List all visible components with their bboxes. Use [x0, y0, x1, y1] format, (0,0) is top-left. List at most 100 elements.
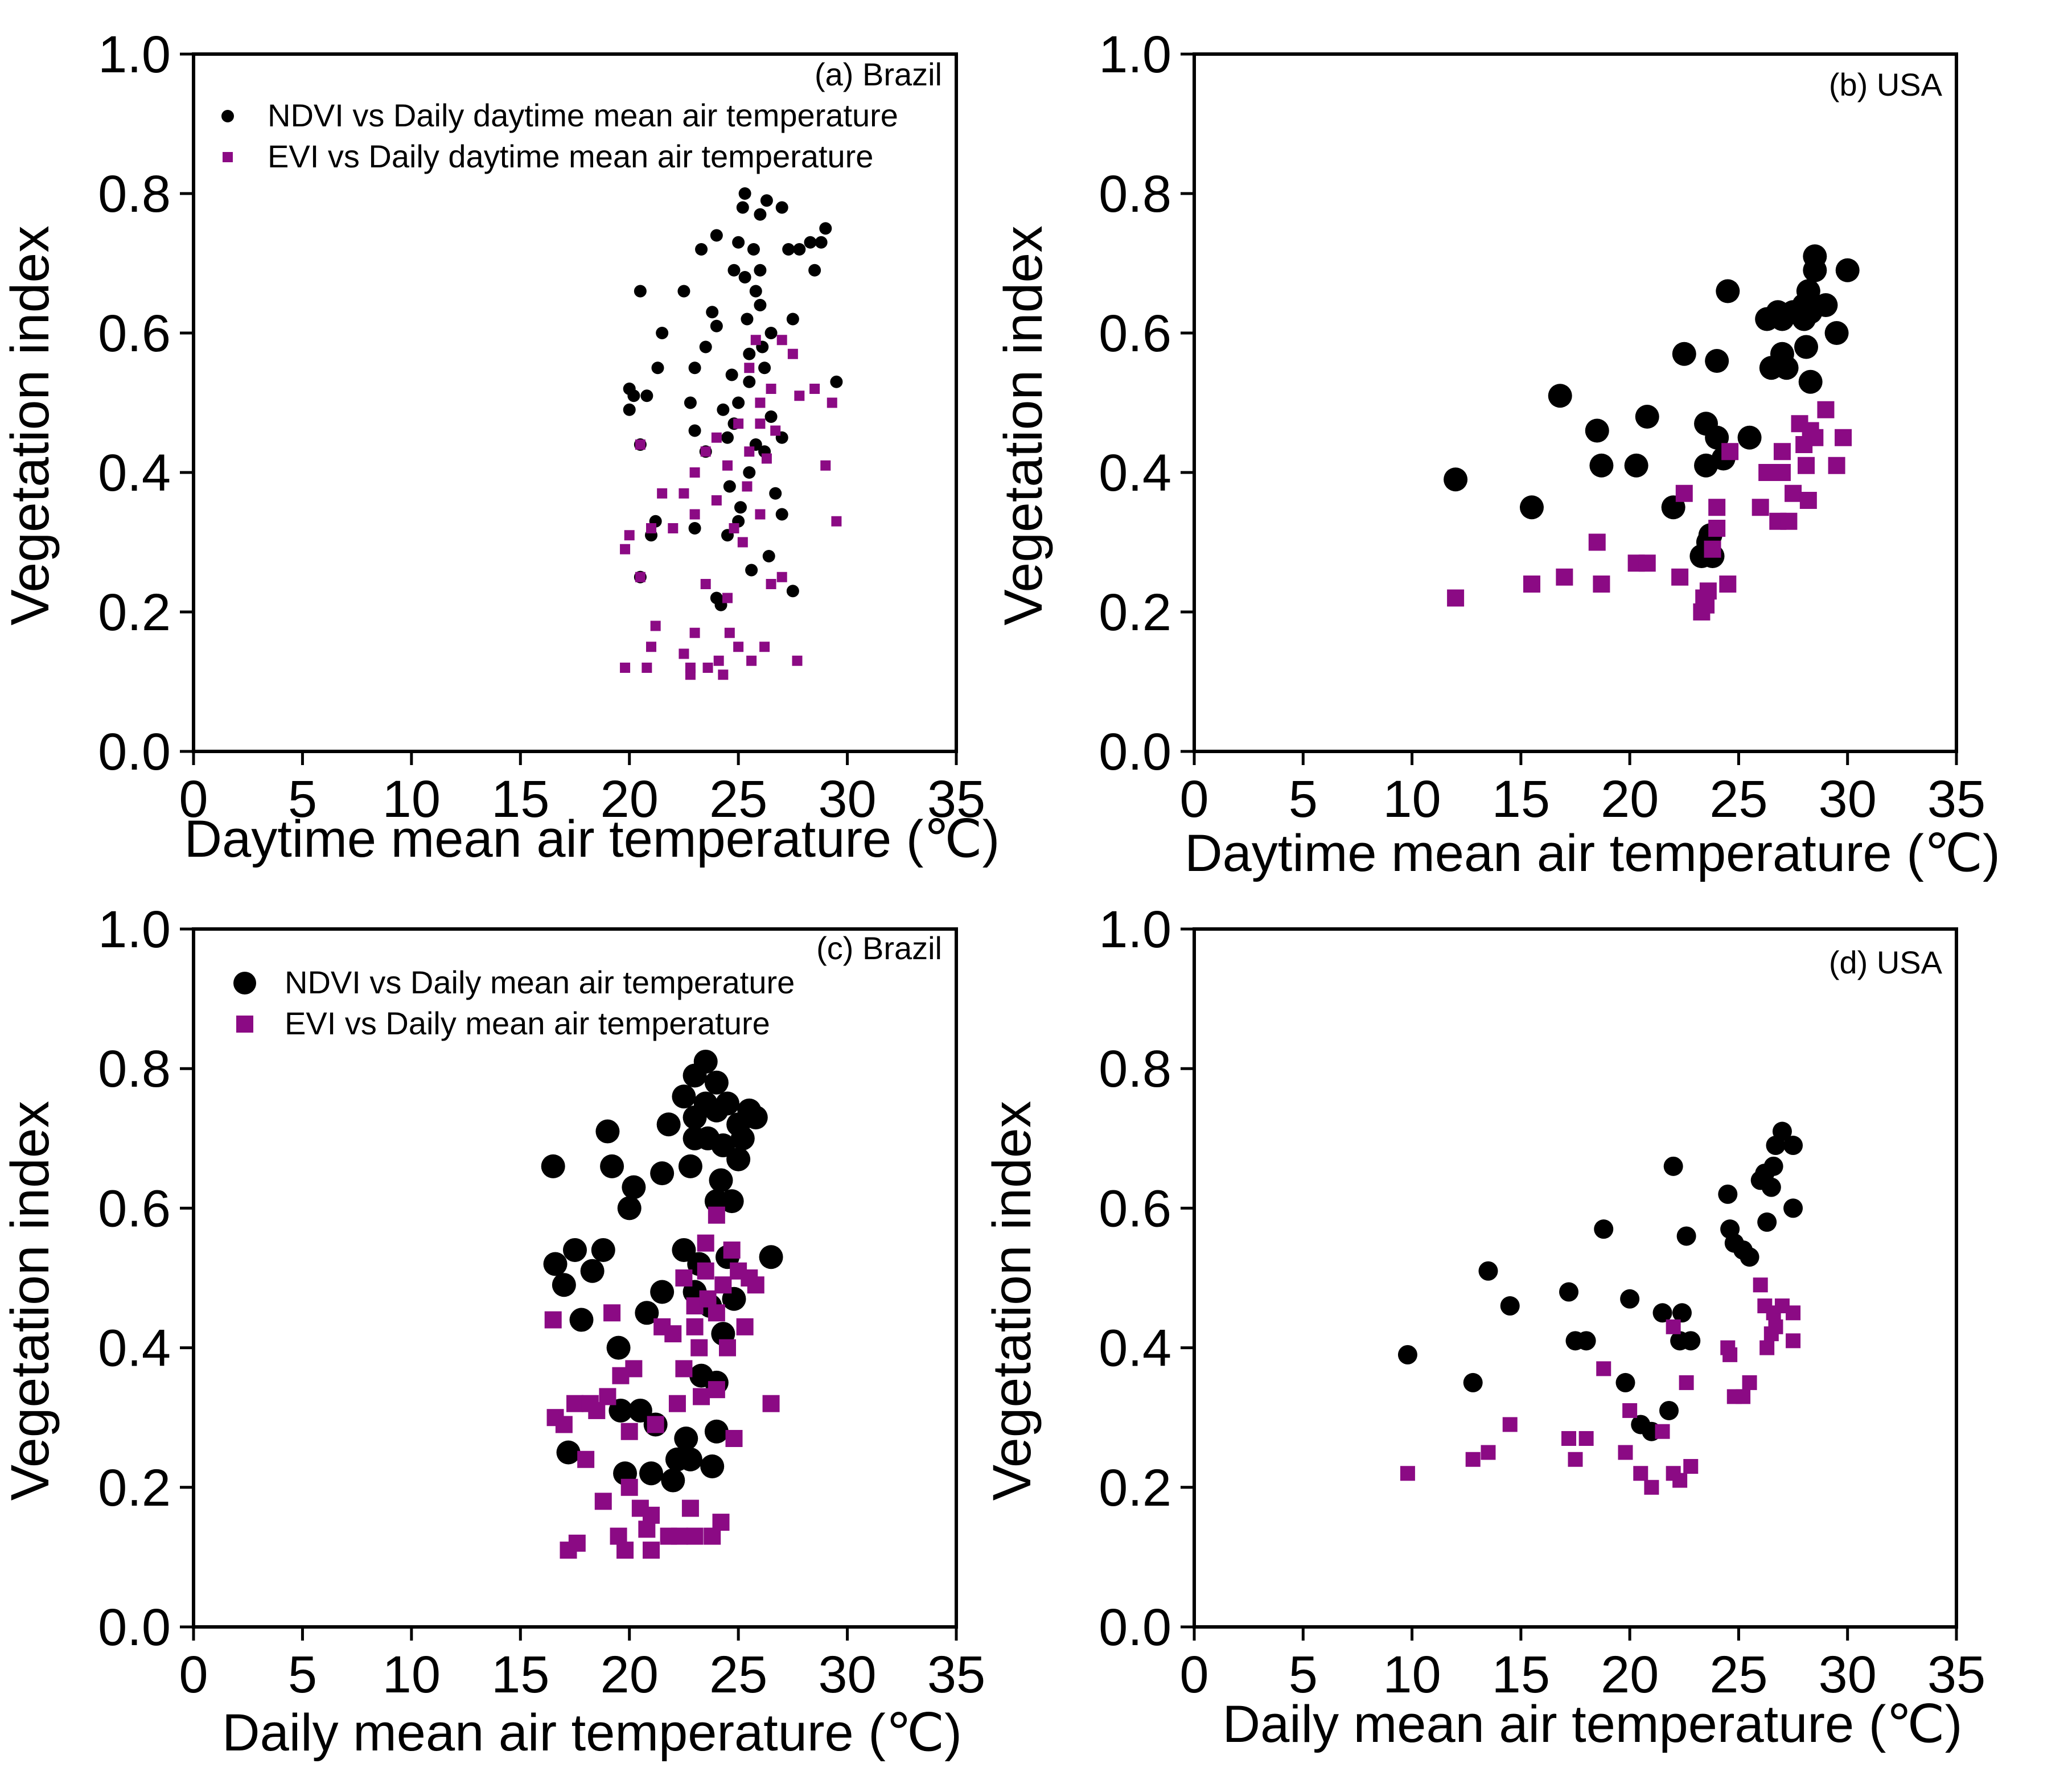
ndvi-point	[1772, 1121, 1792, 1141]
x-tick-label: 30	[818, 770, 876, 828]
y-axis-label: Vegetation index	[993, 225, 1054, 626]
evi-point	[708, 1304, 725, 1322]
ndvi-point	[710, 319, 723, 332]
evi-point	[711, 432, 722, 443]
ndvi-point	[1803, 244, 1827, 269]
series-evi	[1400, 1277, 1801, 1495]
evi-point	[1523, 576, 1540, 593]
ndvi-point	[1716, 279, 1740, 303]
ndvi-point	[730, 1126, 755, 1150]
ndvi-point	[683, 1126, 707, 1150]
ndvi-point	[552, 1273, 576, 1297]
ndvi-point	[1652, 1303, 1672, 1323]
ndvi-point	[1589, 453, 1614, 478]
ndvi-point	[627, 389, 640, 402]
ndvi-point	[758, 361, 771, 375]
evi-point	[766, 579, 776, 589]
evi-point	[737, 537, 748, 548]
evi-point	[1785, 484, 1802, 502]
evi-point	[1618, 1445, 1633, 1460]
ndvi-point	[743, 347, 756, 360]
ndvi-point	[617, 1196, 642, 1220]
evi-point	[1835, 429, 1852, 446]
evi-point	[794, 391, 805, 401]
evi-point	[643, 1506, 660, 1524]
ndvi-point	[711, 1133, 735, 1158]
evi-point	[1736, 1389, 1751, 1404]
evi-point	[681, 1499, 699, 1517]
evi-point	[719, 1339, 736, 1357]
ndvi-point	[556, 1440, 581, 1465]
series-evi	[544, 1206, 780, 1559]
legend-label: EVI vs Daily daytime mean air temperatur…	[268, 138, 873, 174]
evi-point	[1758, 464, 1776, 481]
evi-point	[642, 663, 652, 673]
x-tick-label: 15	[491, 770, 549, 828]
ndvi-point	[775, 508, 788, 521]
ndvi-point	[1659, 1400, 1679, 1420]
series-ndvi	[623, 187, 843, 611]
evi-point	[1704, 540, 1721, 558]
evi-point	[711, 495, 722, 505]
evi-point	[766, 384, 776, 394]
evi-point	[555, 1416, 573, 1433]
evi-point	[1622, 1403, 1638, 1418]
evi-point	[679, 648, 689, 659]
ndvi-point	[717, 403, 730, 416]
legend: NDVI vs Daily mean air temperature EVI vs…	[233, 964, 795, 1041]
evi-point	[599, 1388, 616, 1405]
ndvi-point	[1559, 1282, 1579, 1302]
evi-point	[697, 1262, 714, 1280]
ndvi-point	[606, 1335, 631, 1360]
legend-label: NDVI vs Daily mean air temperature	[285, 964, 795, 1000]
evi-point	[700, 579, 711, 589]
evi-point	[1400, 1466, 1415, 1481]
ndvi-point	[541, 1154, 565, 1178]
ndvi-point	[628, 1398, 652, 1423]
ndvi-point	[725, 368, 738, 381]
ndvi-point	[760, 194, 773, 207]
ndvi-point	[684, 396, 697, 409]
evi-point	[776, 335, 787, 346]
ndvi-point	[695, 243, 708, 256]
ndvi-point	[1718, 1184, 1738, 1204]
panel-label: (c) Brazil	[816, 930, 942, 966]
evi-point	[1596, 1361, 1611, 1376]
x-tick-label: 0	[179, 1646, 208, 1704]
y-tick-label: 0.4	[98, 444, 171, 502]
ndvi-point	[699, 340, 712, 354]
y-tick-label: 1.0	[1099, 26, 1171, 84]
ndvi-point	[709, 1168, 733, 1193]
x-tick-label: 0	[1179, 1646, 1208, 1704]
evi-point	[568, 1534, 586, 1552]
evi-point	[544, 1311, 562, 1329]
evi-point	[635, 572, 646, 582]
x-axis-label: Daytime mean air temperature (℃)	[1185, 824, 2000, 882]
ndvi-point	[749, 285, 762, 298]
x-tick-label: 25	[1709, 1646, 1767, 1704]
evi-point	[759, 642, 770, 652]
evi-point	[646, 523, 656, 533]
x-tick-label: 10	[383, 1646, 441, 1704]
ndvi-point	[754, 264, 767, 277]
evi-point	[725, 1429, 743, 1447]
evi-point	[620, 1478, 638, 1496]
evi-point	[1806, 429, 1824, 446]
ndvi-point	[727, 264, 741, 277]
ndvi-point	[1774, 356, 1799, 380]
ndvi-point	[543, 1252, 568, 1276]
ndvi-point	[782, 243, 795, 256]
evi-point	[1638, 554, 1656, 572]
ndvi-point	[769, 487, 782, 500]
panel-3: 0 5 10 15 20 25 30 35 0.0 0.2 0.4 0.6 0.8 1.0 Daily me…	[0, 901, 985, 1762]
y-tick-label: 0.0	[98, 1598, 171, 1657]
ndvi-point	[1672, 342, 1696, 366]
evi-point	[724, 627, 735, 638]
ndvi-point	[720, 1189, 744, 1214]
y-tick-label: 0.6	[1099, 1179, 1171, 1238]
x-tick-label: 15	[491, 1646, 549, 1704]
legend: NDVI vs Daily daytime mean air temperatu…	[221, 97, 898, 174]
series-ndvi	[541, 1049, 783, 1493]
ndvi-point	[721, 431, 734, 444]
y-axis-label: Vegetation index	[982, 1101, 1042, 1501]
